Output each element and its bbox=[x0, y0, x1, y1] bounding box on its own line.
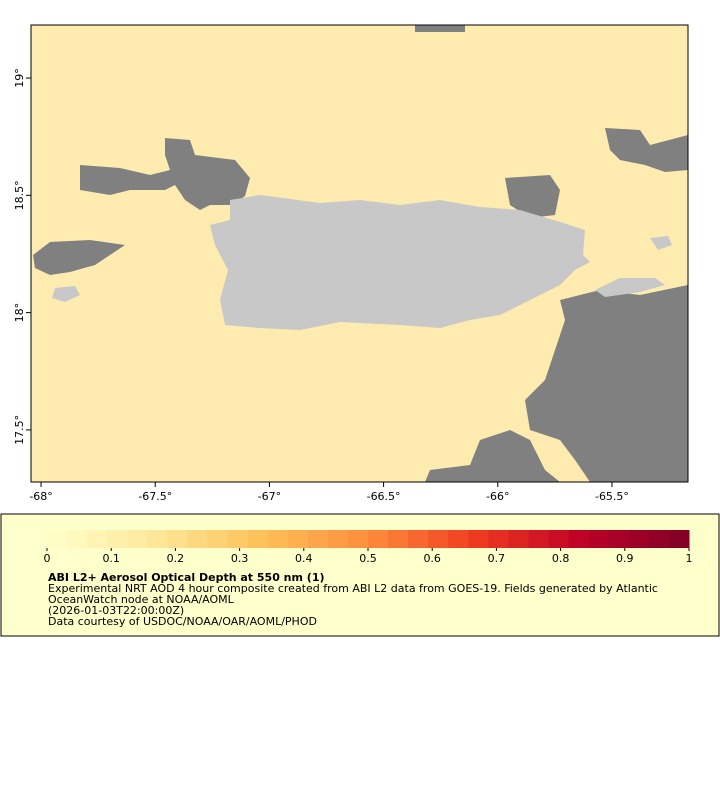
colorbar-step bbox=[207, 530, 229, 548]
legend-title: ABI L2+ Aerosol Optical Depth at 550 nm … bbox=[48, 571, 325, 584]
colorbar-tick-label: 0.6 bbox=[423, 552, 441, 565]
land bbox=[52, 195, 672, 330]
colorbar-step bbox=[47, 530, 68, 548]
x-tick-label: -67.5° bbox=[138, 490, 172, 503]
legend-line: OceanWatch node at NOAA/AOML bbox=[48, 593, 235, 606]
colorbar-step bbox=[347, 530, 369, 548]
colorbar-tick-label: 0.5 bbox=[359, 552, 377, 565]
colorbar-tick-label: 0.7 bbox=[488, 552, 506, 565]
y-tick-label: 19° bbox=[13, 68, 26, 88]
x-tick-label: -66° bbox=[486, 490, 509, 503]
axes: -68° -67.5° -67° -66.5° -66° -65.5° 19° 18.5° 18… bbox=[13, 68, 629, 503]
colorbar-step bbox=[267, 530, 289, 548]
colorbar-step bbox=[388, 530, 409, 548]
colorbar-tick-label: 1 bbox=[686, 552, 693, 565]
x-tick-label: -67° bbox=[258, 490, 281, 503]
colorbar: 0 0.1 0.2 0.3 0.4 0.5 0.6 0.7 0.8 0.9 1 bbox=[44, 530, 693, 565]
colorbar-step bbox=[247, 530, 269, 548]
colorbar-step bbox=[668, 530, 690, 548]
colorbar-step bbox=[548, 530, 570, 548]
map-frame bbox=[30, 24, 689, 483]
y-tick-label: 17.5° bbox=[13, 415, 26, 445]
x-tick-label: -66.5° bbox=[367, 490, 401, 503]
colorbar-tick-label: 0.3 bbox=[231, 552, 249, 565]
colorbar-step bbox=[608, 530, 630, 548]
colorbar-step bbox=[408, 530, 429, 548]
x-tick-label: -68° bbox=[29, 490, 52, 503]
x-tick-label: -65.5° bbox=[595, 490, 629, 503]
colorbar-step bbox=[87, 530, 108, 548]
colorbar-step bbox=[227, 530, 249, 548]
colorbar-step bbox=[167, 530, 188, 548]
colorbar-step bbox=[568, 530, 590, 548]
colorbar-step bbox=[488, 530, 509, 548]
colorbar-step bbox=[448, 530, 469, 548]
colorbar-step bbox=[147, 530, 168, 548]
colorbar-tick-label: 0.2 bbox=[167, 552, 185, 565]
colorbar-step bbox=[588, 530, 610, 548]
colorbar-tick-label: 0.8 bbox=[552, 552, 570, 565]
colorbar-tick-label: 0 bbox=[44, 552, 51, 565]
y-tick-label: 18.5° bbox=[13, 180, 26, 210]
colorbar-step bbox=[187, 530, 208, 548]
colorbar-step bbox=[327, 530, 349, 548]
colorbar-step bbox=[67, 530, 88, 548]
colorbar-step bbox=[508, 530, 529, 548]
legend-line: Data courtesy of USDOC/NOAA/OAR/AOML/PHO… bbox=[48, 615, 317, 628]
colorbar-step bbox=[107, 530, 128, 548]
no-data-areas bbox=[33, 25, 688, 482]
colorbar-tick-label: 0.4 bbox=[295, 552, 313, 565]
colorbar-step bbox=[628, 530, 650, 548]
colorbar-step bbox=[307, 530, 329, 548]
colorbar-step bbox=[428, 530, 449, 548]
colorbar-step bbox=[468, 530, 489, 548]
colorbar-step bbox=[368, 530, 389, 548]
colorbar-step bbox=[127, 530, 148, 548]
colorbar-step bbox=[648, 530, 670, 548]
colorbar-tick-label: 0.9 bbox=[616, 552, 634, 565]
colorbar-step bbox=[528, 530, 550, 548]
colorbar-tick-label: 0.1 bbox=[102, 552, 120, 565]
y-tick-label: 18° bbox=[13, 303, 26, 323]
colorbar-step bbox=[287, 530, 309, 548]
legend-line: Experimental NRT AOD 4 hour composite cr… bbox=[48, 582, 658, 595]
legend-line: (2026-01-03T22:00:00Z) bbox=[48, 604, 184, 617]
